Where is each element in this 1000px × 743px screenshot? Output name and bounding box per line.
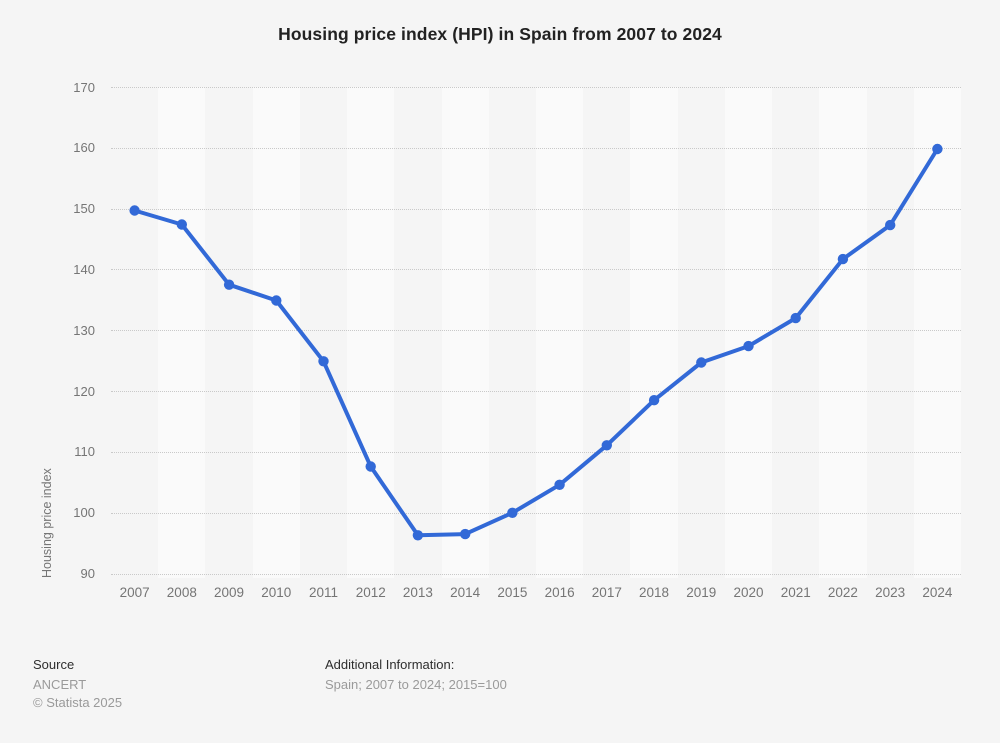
y-tick-label: 160 [73,140,95,156]
additional-info-block: Additional Information: Spain; 2007 to 2… [325,657,507,695]
series-line [132,147,940,538]
gridline [111,391,961,393]
data-point-2021[interactable] [790,312,801,324]
x-tick-label: 2014 [450,585,481,600]
column-stripe [819,87,867,578]
x-tick-label: 2015 [497,585,528,600]
additional-info-label: Additional Information: [325,657,455,672]
data-point-2009[interactable] [223,279,235,290]
data-point-2013[interactable] [412,530,424,541]
x-tick-label: 2022 [827,585,858,600]
source-block: Source ANCERT © Statista 2025 [33,657,122,713]
data-point-2017[interactable] [601,440,612,451]
x-tick-label: 2007 [119,585,150,600]
y-tick-label: 120 [73,383,95,399]
line-series-svg [129,143,943,541]
gridline [111,147,961,149]
x-tick-label: 2020 [733,585,764,600]
x-tick-label: 2013 [402,585,433,600]
chart-title: Housing price index (HPI) in Spain from … [278,24,722,44]
data-point-2016[interactable] [554,479,565,490]
x-tick-label: 2021 [780,585,811,600]
gridline [111,208,961,210]
statista-copyright: © Statista 2025 [33,695,123,710]
y-tick-label: 130 [73,322,95,338]
y-tick-label: 170 [73,79,95,95]
data-point-2022[interactable] [837,253,849,265]
gridline [111,330,961,332]
y-tick-label: 140 [73,261,95,277]
column-stripe [630,87,678,578]
column-stripe [724,87,773,578]
gridline [111,573,961,575]
column-stripe [347,87,395,578]
data-point-2014[interactable] [460,528,471,540]
data-point-2008[interactable] [176,219,187,230]
x-tick-label: 2016 [544,585,575,600]
x-tick-label: 2017 [591,585,622,600]
additional-info-value: Spain; 2007 to 2024; 2015=100 [325,677,507,692]
x-tick-label: 2008 [166,585,197,600]
x-tick-label: 2012 [355,585,386,600]
gridline [111,512,961,514]
y-tick-label: 110 [74,444,95,460]
source-label: Source [33,657,75,672]
x-tick-label: 2019 [686,585,717,600]
data-point-2024[interactable] [932,143,943,155]
data-point-2015[interactable] [507,507,518,518]
y-tick-label: 90 [80,566,95,582]
data-point-2023[interactable] [885,219,896,231]
column-stripe [441,87,489,578]
column-stripe [158,87,206,578]
gridline [111,451,961,453]
data-point-2018[interactable] [648,395,660,406]
y-tick-label: 150 [73,201,95,217]
column-stripe [913,87,961,578]
gridline [111,87,961,88]
data-point-2010[interactable] [271,295,282,306]
x-tick-label: 2009 [214,585,245,600]
data-point-2020[interactable] [743,340,754,352]
data-point-2011[interactable] [318,356,329,367]
source-value[interactable]: ANCERT [33,677,87,692]
column-stripe [252,87,300,578]
data-point-2007[interactable] [129,205,140,216]
plot-area [111,87,961,578]
x-tick-label: 2023 [875,585,906,600]
x-tick-label: 2011 [308,585,338,600]
x-tick-label: 2018 [639,585,670,600]
data-point-2012[interactable] [365,461,376,472]
y-tick-label: 100 [73,505,95,521]
x-tick-label: 2024 [922,585,953,600]
data-point-2019[interactable] [696,357,707,368]
x-tick-label: 2010 [261,585,292,600]
gridline [111,269,961,271]
